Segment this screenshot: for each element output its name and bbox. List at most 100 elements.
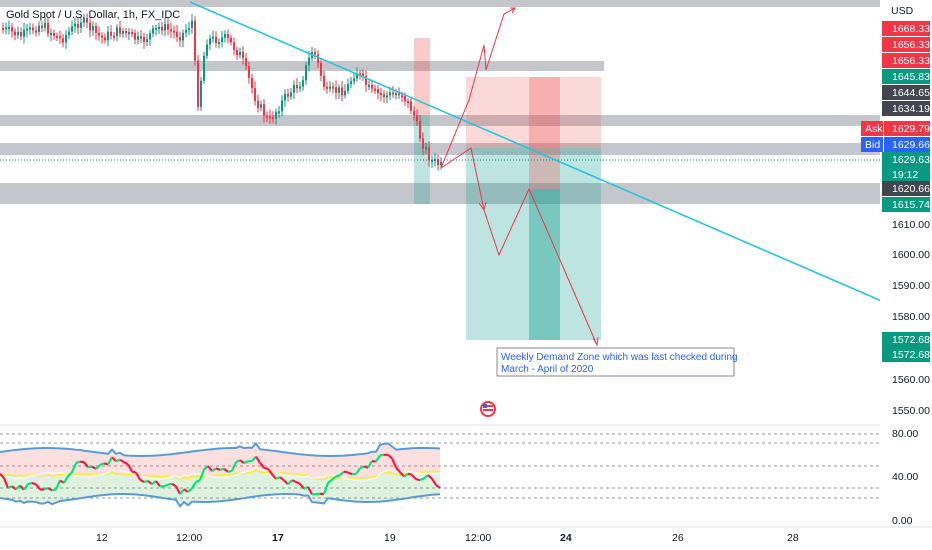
price-candles: [2, 13, 442, 171]
rsi-segment: [419, 477, 425, 482]
candle-body: [341, 87, 343, 96]
rsi-segment: [35, 483, 41, 491]
rsi-segment: [175, 485, 181, 495]
candle-body: [272, 117, 274, 120]
target-box-small: [414, 116, 430, 204]
rsi-segment: [423, 474, 429, 480]
time-tick: 28: [787, 532, 799, 544]
trendline[interactable]: [189, 1, 885, 303]
candle-body: [41, 25, 43, 28]
price-tick: 1600.00: [892, 249, 930, 261]
price-tag-bg: [882, 152, 930, 167]
candle-body: [98, 32, 100, 36]
rsi-segment: [155, 480, 161, 488]
rsi-segment: [235, 459, 241, 464]
rsi-segment: [287, 479, 293, 486]
projection-paths[interactable]: [440, 7, 599, 347]
us-flag-icon[interactable]: [480, 401, 496, 417]
oscillator-axis[interactable]: 80.00 40.00 0.00: [892, 428, 918, 527]
price-tag-bg: [882, 85, 930, 100]
candle-body: [11, 26, 13, 32]
rsi-segment: [179, 488, 185, 495]
price-tag-bg: [882, 347, 930, 362]
candle-body: [254, 88, 256, 101]
candle-body: [431, 159, 433, 162]
candle-body: [353, 78, 355, 82]
candle-body: [413, 110, 415, 116]
rsi-segment: [47, 487, 53, 492]
candle-body: [218, 42, 220, 45]
candle-body: [170, 29, 172, 32]
price-tick: 1550.00: [892, 405, 930, 417]
candle-body: [23, 29, 25, 37]
rsi-segment: [54, 480, 62, 490]
candle-body: [47, 22, 49, 34]
price-tag-bg: [882, 197, 930, 212]
price-tag-label: 1656.33: [892, 55, 930, 67]
candle-body: [50, 33, 52, 36]
price-tag-bg: [882, 101, 930, 116]
rsi-segment: [303, 485, 309, 490]
rsi-segment: [70, 462, 78, 473]
ask-tag: Ask 1629.79: [861, 121, 930, 136]
rsi-segment: [379, 453, 385, 457]
price-tag-label: 1572.68: [892, 349, 930, 361]
candle-body: [320, 63, 322, 76]
rsi-segment: [63, 475, 69, 484]
candle-body: [386, 95, 388, 98]
candle-body: [80, 22, 82, 28]
candle-body: [251, 77, 253, 89]
zones: [0, 0, 880, 204]
annotation-line-2: March - April of 2020: [501, 364, 594, 375]
candle-body: [224, 33, 226, 38]
time-axis[interactable]: 12 12:00 17 19 12:00 24 26 28: [0, 526, 932, 544]
rsi-segment: [415, 478, 421, 482]
candle-body: [107, 31, 109, 41]
rsi-segment: [59, 479, 65, 484]
price-tick: 1610.00: [892, 219, 930, 231]
rsi-segment: [131, 470, 137, 474]
rsi-segment: [331, 475, 337, 481]
rsi-segment: [211, 467, 217, 473]
candle-body: [374, 88, 376, 91]
rsi-segment: [431, 478, 437, 486]
candle-body: [35, 30, 37, 33]
candle-body: [308, 57, 310, 66]
time-tick: 17: [272, 532, 284, 544]
rsi-segment: [283, 479, 289, 486]
svg-text:1629.66: 1629.66: [892, 139, 930, 151]
rsi-segment: [279, 476, 285, 482]
time-tick: 24: [560, 532, 572, 544]
short-position-2[interactable]: [529, 77, 560, 340]
time-tick: 26: [672, 532, 684, 544]
candle-body: [110, 31, 112, 36]
candle-body: [440, 161, 442, 166]
rsi-segment: [390, 457, 398, 468]
oscillator-pane[interactable]: [0, 424, 880, 509]
bid-tag: Bid 1629.66: [861, 137, 930, 152]
rsi-segment: [0, 472, 5, 479]
rsi-segment: [395, 466, 401, 473]
candle-body: [296, 84, 298, 89]
annotation-box[interactable]: Weekly Demand Zone which was last checke…: [496, 347, 738, 377]
candle-body: [65, 34, 67, 43]
candle-body: [368, 84, 370, 87]
candle-body: [425, 147, 427, 150]
candle-body: [191, 20, 193, 28]
price-tag-label: 1629.63: [892, 154, 930, 166]
candle-body: [209, 38, 211, 45]
candle-body: [266, 115, 268, 118]
rsi-segment: [327, 478, 333, 484]
short-position-1[interactable]: [466, 77, 601, 340]
candle-body: [329, 86, 331, 89]
candle-body: [122, 31, 124, 34]
rsi-segment: [267, 468, 273, 475]
candle-body: [2, 28, 4, 30]
rsi-segment: [115, 458, 121, 463]
rsi-segment: [299, 483, 305, 490]
candle-body: [29, 27, 31, 30]
rsi-segment: [147, 480, 153, 486]
candle-body: [257, 100, 259, 108]
rsi-segment: [230, 461, 238, 472]
